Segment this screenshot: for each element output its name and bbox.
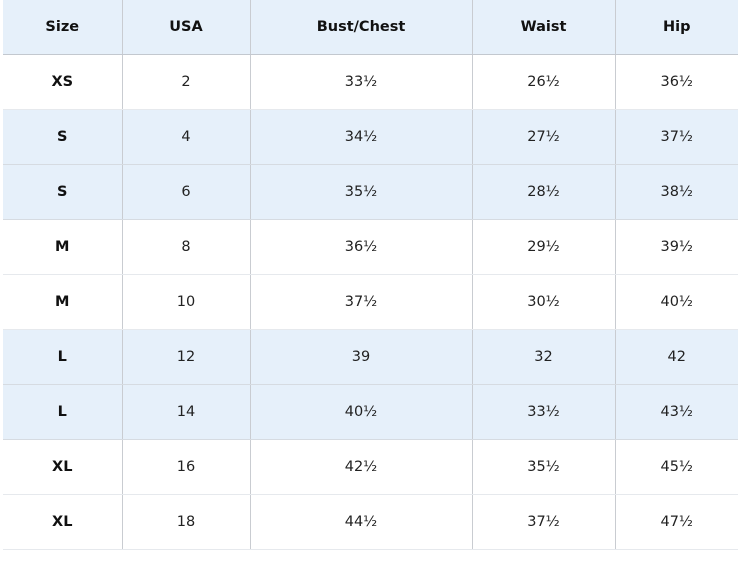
- usa-cell: 2: [122, 54, 251, 110]
- usa-cell: 14: [122, 384, 251, 440]
- usa-cell: 6: [122, 164, 251, 220]
- hip-cell: 42: [615, 329, 738, 385]
- bust-cell: 34½: [250, 109, 473, 165]
- usa-cell: 18: [122, 494, 251, 550]
- waist-cell: 29½: [472, 219, 616, 275]
- size-cell: L: [3, 329, 123, 385]
- usa-cell: 8: [122, 219, 251, 275]
- waist-cell: 28½: [472, 164, 616, 220]
- bust-cell: 44½: [250, 494, 473, 550]
- column-header-waist: Waist: [472, 0, 616, 55]
- hip-cell: 39½: [615, 219, 738, 275]
- waist-cell: 30½: [472, 274, 616, 330]
- hip-cell: 47½: [615, 494, 738, 550]
- size-cell: XS: [3, 54, 123, 110]
- table-row: L 14 40½ 33½ 43½: [3, 384, 738, 440]
- column-header-bust-chest: Bust/Chest: [250, 0, 473, 55]
- table-row: M 10 37½ 30½ 40½: [3, 274, 738, 330]
- usa-cell: 10: [122, 274, 251, 330]
- size-chart-header: Size USA Bust/Chest Waist Hip: [3, 0, 738, 55]
- table-row: L 12 39 32 42: [3, 329, 738, 385]
- size-cell: XL: [3, 439, 123, 495]
- size-cell: L: [3, 384, 123, 440]
- bust-cell: 33½: [250, 54, 473, 110]
- size-cell: S: [3, 109, 123, 165]
- size-chart-table: Size USA Bust/Chest Waist Hip XS 2 33½ 2…: [3, 0, 738, 550]
- hip-cell: 37½: [615, 109, 738, 165]
- size-cell: XL: [3, 494, 123, 550]
- waist-cell: 27½: [472, 109, 616, 165]
- bust-cell: 42½: [250, 439, 473, 495]
- table-row: S 4 34½ 27½ 37½: [3, 109, 738, 165]
- table-row: XL 18 44½ 37½ 47½: [3, 494, 738, 550]
- table-row: M 8 36½ 29½ 39½: [3, 219, 738, 275]
- bust-cell: 37½: [250, 274, 473, 330]
- size-cell: M: [3, 219, 123, 275]
- size-cell: M: [3, 274, 123, 330]
- waist-cell: 35½: [472, 439, 616, 495]
- table-row: XS 2 33½ 26½ 36½: [3, 54, 738, 110]
- bust-cell: 39: [250, 329, 473, 385]
- hip-cell: 40½: [615, 274, 738, 330]
- bust-cell: 35½: [250, 164, 473, 220]
- usa-cell: 12: [122, 329, 251, 385]
- column-header-size: Size: [3, 0, 123, 55]
- waist-cell: 37½: [472, 494, 616, 550]
- header-row: Size USA Bust/Chest Waist Hip: [3, 0, 738, 55]
- size-cell: S: [3, 164, 123, 220]
- table-row: S 6 35½ 28½ 38½: [3, 164, 738, 220]
- waist-cell: 33½: [472, 384, 616, 440]
- waist-cell: 26½: [472, 54, 616, 110]
- size-chart-body: XS 2 33½ 26½ 36½ S 4 34½ 27½ 37½ S 6 35½…: [3, 54, 738, 550]
- usa-cell: 16: [122, 439, 251, 495]
- usa-cell: 4: [122, 109, 251, 165]
- table-row: XL 16 42½ 35½ 45½: [3, 439, 738, 495]
- hip-cell: 43½: [615, 384, 738, 440]
- bust-cell: 36½: [250, 219, 473, 275]
- bust-cell: 40½: [250, 384, 473, 440]
- column-header-usa: USA: [122, 0, 251, 55]
- hip-cell: 45½: [615, 439, 738, 495]
- hip-cell: 36½: [615, 54, 738, 110]
- waist-cell: 32: [472, 329, 616, 385]
- column-header-hip: Hip: [615, 0, 738, 55]
- hip-cell: 38½: [615, 164, 738, 220]
